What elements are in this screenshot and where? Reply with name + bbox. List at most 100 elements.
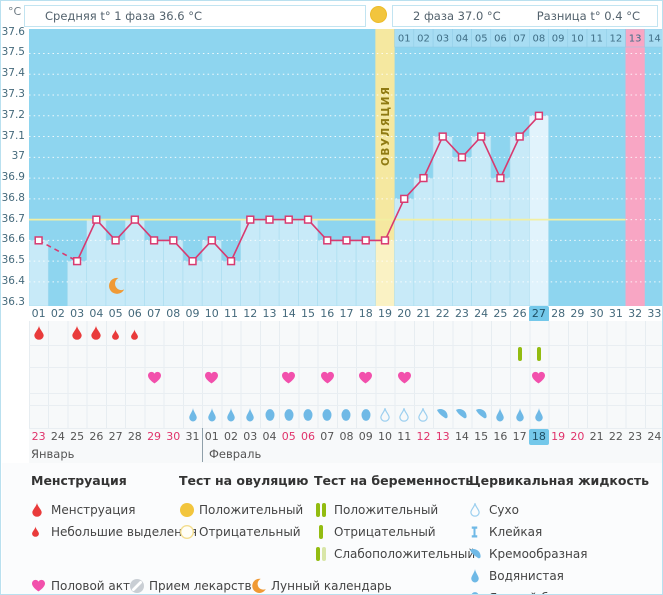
calendar-date-24[interactable]: 24 <box>50 430 65 443</box>
cycle-day-08[interactable]: 08 <box>166 307 181 320</box>
legend-section: Цервикальная жидкость Сухо Клейкая Кремообр… <box>469 473 649 594</box>
cycle-day-20[interactable]: 20 <box>397 307 412 320</box>
calendar-date-17[interactable]: 17 <box>512 430 527 443</box>
legend-item: Небольшие выделения <box>31 521 197 542</box>
cycle-day-28[interactable]: 28 <box>551 307 566 320</box>
pregnancy-test-negative-icon <box>510 346 529 364</box>
cycle-day-11[interactable]: 11 <box>224 307 239 320</box>
intercourse-heart-icon <box>318 371 337 389</box>
legend-section-title: Тест на овуляцию <box>179 473 309 488</box>
calendar-date-05[interactable]: 05 <box>281 430 296 443</box>
calendar-date-07[interactable]: 07 <box>320 430 335 443</box>
calendar-date-30[interactable]: 30 <box>166 430 181 443</box>
legend-item: Положительный <box>179 499 308 520</box>
svg-text:14: 14 <box>648 34 661 45</box>
phase1-summary-text: Средняя t° 1 фаза 36.6 °C <box>45 9 202 23</box>
cycle-day-19[interactable]: 19 <box>377 307 392 320</box>
calendar-date-23[interactable]: 23 <box>628 430 643 443</box>
cycle-day-01[interactable]: 01 <box>31 307 46 320</box>
cycle-day-07[interactable]: 07 <box>147 307 162 320</box>
cycle-day-33[interactable]: 33 <box>647 307 662 320</box>
menstruation-drop-icon <box>67 325 86 343</box>
cycle-day-17[interactable]: 17 <box>339 307 354 320</box>
temp-difference-text: Разница t° 0.4 °C <box>536 9 640 23</box>
cycle-day-12[interactable]: 12 <box>243 307 258 320</box>
calendar-date-10[interactable]: 10 <box>377 430 392 443</box>
menstruation-drop-icon <box>29 325 48 343</box>
calendar-date-28[interactable]: 28 <box>127 430 142 443</box>
legend-section-title: Менструация <box>31 473 127 488</box>
drop-small-icon <box>31 526 51 537</box>
temperature-chart[interactable]: 01 02 03 04 05 06 07 08 09 10 11 12 13 14 ОВУЛЯЦИЯ <box>29 29 663 306</box>
cycle-day-03[interactable]: 03 <box>70 307 85 320</box>
cycle-day-15[interactable]: 15 <box>301 307 315 320</box>
row-separator <box>29 405 662 406</box>
calendar-date-14[interactable]: 14 <box>454 430 469 443</box>
cycle-day-16[interactable]: 16 <box>320 307 335 320</box>
cycle-day-29[interactable]: 29 <box>570 307 585 320</box>
cycle-day-18[interactable]: 18 <box>358 307 373 320</box>
cervical-fluid-dry-icon <box>414 407 433 425</box>
preg-pos-icon <box>314 502 334 518</box>
cycle-day-10[interactable]: 10 <box>204 307 219 320</box>
cycle-day-21[interactable]: 21 <box>416 307 431 320</box>
calendar-date-31[interactable]: 31 <box>185 430 200 443</box>
calendar-date-13[interactable]: 13 <box>435 430 450 443</box>
cycle-day-14[interactable]: 14 <box>281 307 296 320</box>
calendar-date-25[interactable]: 25 <box>70 430 85 443</box>
calendar-date-09[interactable]: 09 <box>358 430 373 443</box>
calendar-date-21[interactable]: 21 <box>589 430 604 443</box>
calendar-date-12[interactable]: 12 <box>416 430 431 443</box>
cycle-day-30[interactable]: 30 <box>589 307 604 320</box>
legend-section-title: Тест на беременность <box>314 473 474 488</box>
calendar-date-20[interactable]: 20 <box>570 430 585 443</box>
cycle-day-09[interactable]: 09 <box>185 307 200 320</box>
expected-period-band <box>625 29 645 306</box>
cycle-day-02[interactable]: 02 <box>50 307 65 320</box>
cf-dry-icon <box>469 502 489 517</box>
heart-icon <box>31 579 51 592</box>
cervical-fluid-eggwhite-icon <box>279 407 298 425</box>
calendar-date-27[interactable]: 27 <box>108 430 123 443</box>
legend-item: Положительный <box>314 499 475 520</box>
cf-watery-icon <box>469 568 489 583</box>
month-label-february: Февраль <box>209 447 262 461</box>
cycle-day-23[interactable]: 23 <box>454 307 469 320</box>
calendar-date-15[interactable]: 15 <box>474 430 489 443</box>
intercourse-heart-icon <box>279 371 298 389</box>
calendar-date-01[interactable]: 01 <box>204 430 219 443</box>
cycle-day-13[interactable]: 13 <box>262 307 277 320</box>
legend-item-label: Положительный <box>334 502 439 517</box>
cycle-day-05[interactable]: 05 <box>108 307 123 320</box>
cervical-fluid-watery-icon <box>491 407 510 425</box>
cycle-day-25[interactable]: 25 <box>493 307 508 320</box>
calendar-date-11[interactable]: 11 <box>397 430 412 443</box>
legend-item-label: Сухо <box>489 502 519 517</box>
cycle-day-27[interactable]: 27 <box>529 306 549 322</box>
cycle-day-31[interactable]: 31 <box>608 307 623 320</box>
calendar-date-19[interactable]: 19 <box>551 430 566 443</box>
cycle-day-32[interactable]: 32 <box>628 307 643 320</box>
svg-text:03: 03 <box>436 34 449 45</box>
month-label-january: Январь <box>31 447 75 461</box>
calendar-date-16[interactable]: 16 <box>493 430 508 443</box>
calendar-date-24[interactable]: 24 <box>647 430 662 443</box>
calendar-date-02[interactable]: 02 <box>224 430 239 443</box>
legend-item: Отрицательный <box>314 521 475 542</box>
calendar-date-06[interactable]: 06 <box>301 430 315 443</box>
cycle-day-24[interactable]: 24 <box>474 307 489 320</box>
calendar-date-29[interactable]: 29 <box>147 430 162 443</box>
calendar-date-26[interactable]: 26 <box>89 430 104 443</box>
row-separator <box>29 367 662 368</box>
calendar-date-04[interactable]: 04 <box>262 430 277 443</box>
calendar-date-08[interactable]: 08 <box>339 430 354 443</box>
calendar-date-18[interactable]: 18 <box>529 429 549 445</box>
calendar-date-23[interactable]: 23 <box>31 430 46 443</box>
cycle-day-06[interactable]: 06 <box>127 307 142 320</box>
spotting-drop-icon <box>106 329 125 347</box>
cycle-day-26[interactable]: 26 <box>512 307 527 320</box>
cycle-day-22[interactable]: 22 <box>435 307 450 320</box>
calendar-date-03[interactable]: 03 <box>243 430 258 443</box>
cycle-day-04[interactable]: 04 <box>89 307 104 320</box>
calendar-date-22[interactable]: 22 <box>608 430 623 443</box>
